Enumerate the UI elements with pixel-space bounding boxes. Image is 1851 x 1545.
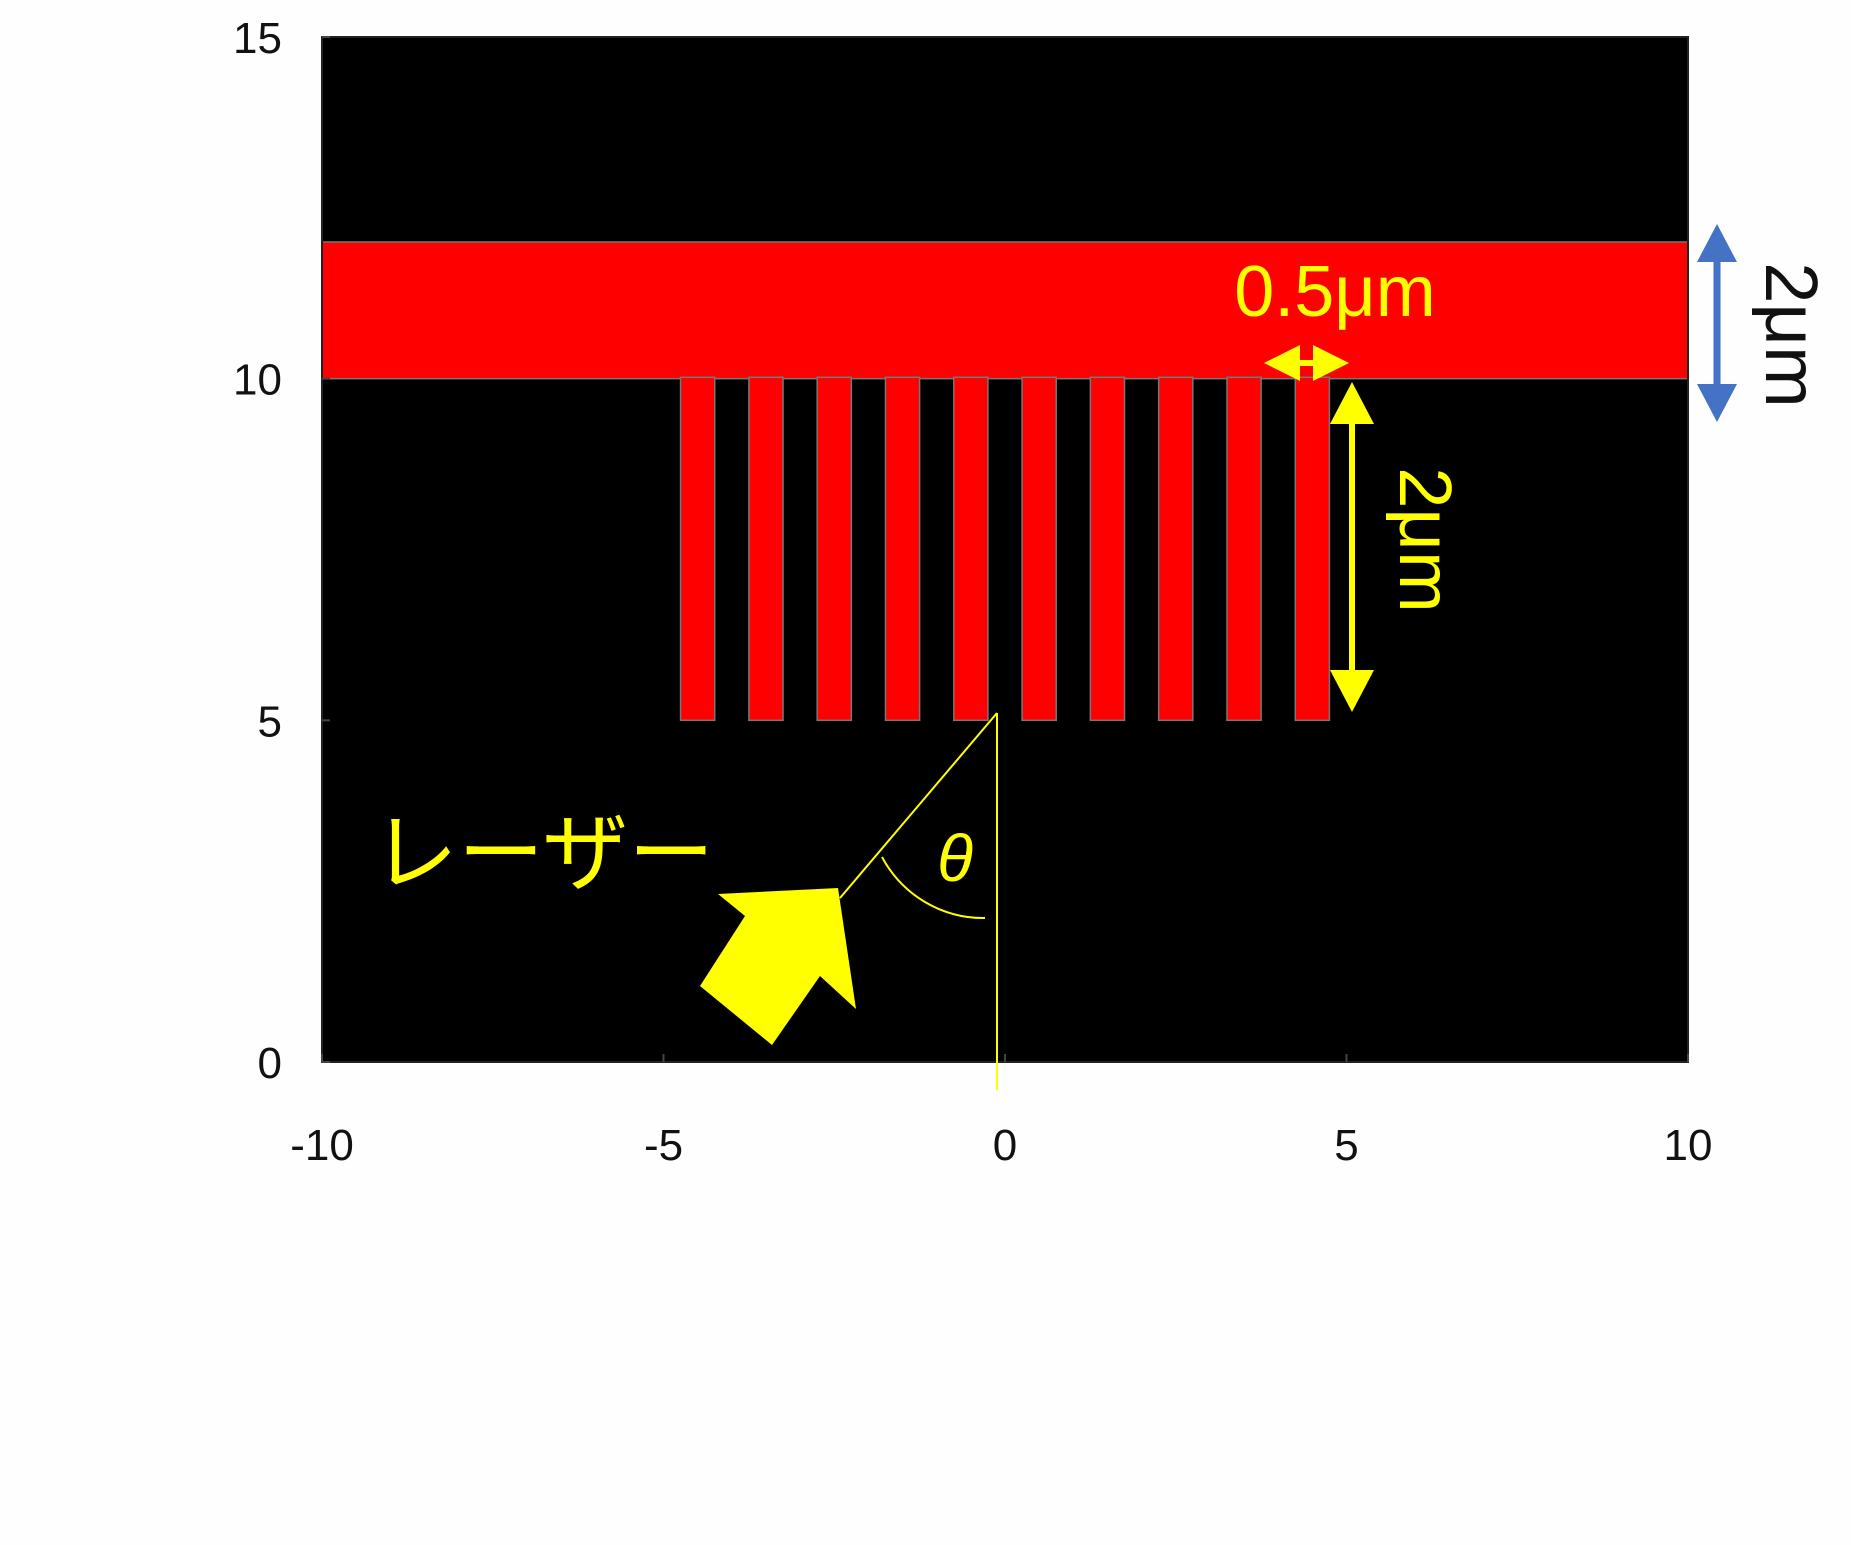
y-tick-label: 15: [233, 14, 282, 63]
incidence-line: [839, 712, 998, 899]
x-tick-label: -10: [290, 1121, 354, 1170]
plot-background: [322, 37, 1688, 1062]
finger-width-label: 0.5μm: [1234, 252, 1436, 332]
laser-arrow: [700, 888, 856, 1045]
x-axis-ticks: -10 -5 0 5 10: [290, 1054, 1712, 1170]
laser-label: レーザー: [372, 806, 714, 902]
y-tick-label: 0: [258, 1039, 282, 1088]
y-tick-label: 10: [233, 356, 282, 405]
grating-structure: [321, 241, 1689, 722]
x-tick-label: 10: [1664, 1121, 1713, 1170]
finger-length-label: 2μm: [1384, 467, 1467, 612]
grating-finger: [1021, 376, 1057, 722]
waveguide-slab: [321, 241, 1689, 380]
grating-finger: [1157, 376, 1194, 722]
angle-label: θ: [937, 821, 973, 895]
grating-finger: [748, 376, 784, 722]
y-axis-ticks: 0 5 10 15: [233, 14, 330, 1088]
grating-finger: [1226, 376, 1262, 722]
slab-thickness-arrow: [1697, 224, 1737, 422]
y-tick-label: 5: [258, 697, 282, 746]
grating-finger: [1294, 376, 1331, 722]
finger-length-arrow: [1330, 382, 1374, 712]
grating-finger: [1089, 376, 1126, 722]
x-tick-label: -5: [644, 1121, 683, 1170]
plot-area: [321, 36, 1689, 1063]
x-tick-label: 0: [993, 1121, 1017, 1170]
finger-width-arrow: [1264, 345, 1349, 381]
slab-thickness-label: 2μm: [1750, 262, 1833, 407]
x-tick-label: 5: [1334, 1121, 1358, 1170]
angle-arc: [881, 856, 986, 920]
grating-finger: [816, 376, 853, 722]
grating-finger: [679, 376, 716, 722]
grating-finger: [953, 376, 989, 722]
grating-finger: [884, 376, 921, 722]
